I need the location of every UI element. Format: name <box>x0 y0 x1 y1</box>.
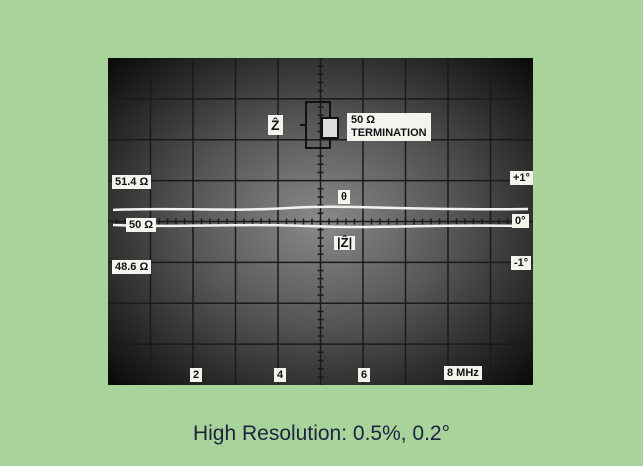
left-label: 51.4 Ω <box>112 175 151 189</box>
page: 51.4 Ω 50 Ω 48.6 Ω +1° 0° -1° θ |Ẑ| 2 4 … <box>0 0 643 466</box>
right-label: -1° <box>511 256 531 270</box>
x-label: 2 <box>190 368 202 382</box>
trace-label: |Ẑ| <box>334 236 355 250</box>
diagram-value: 50 Ω <box>351 114 427 127</box>
oscilloscope-screen <box>108 58 533 385</box>
caption: High Resolution: 0.5%, 0.2° <box>0 422 643 446</box>
x-label: 4 <box>274 368 286 382</box>
diagram-symbol: Ẑ <box>268 115 283 135</box>
right-label: +1° <box>510 171 533 185</box>
diagram-box: 50 Ω TERMINATION <box>347 113 431 141</box>
diagram-label: TERMINATION <box>351 127 427 140</box>
impedance-trace <box>113 225 528 227</box>
right-label: 0° <box>512 214 529 228</box>
trace-label: θ <box>338 190 350 204</box>
left-label: 50 Ω <box>126 218 156 232</box>
left-label: 48.6 Ω <box>112 260 151 274</box>
x-label: 6 <box>358 368 370 382</box>
x-label: 8 MHz <box>444 366 482 380</box>
